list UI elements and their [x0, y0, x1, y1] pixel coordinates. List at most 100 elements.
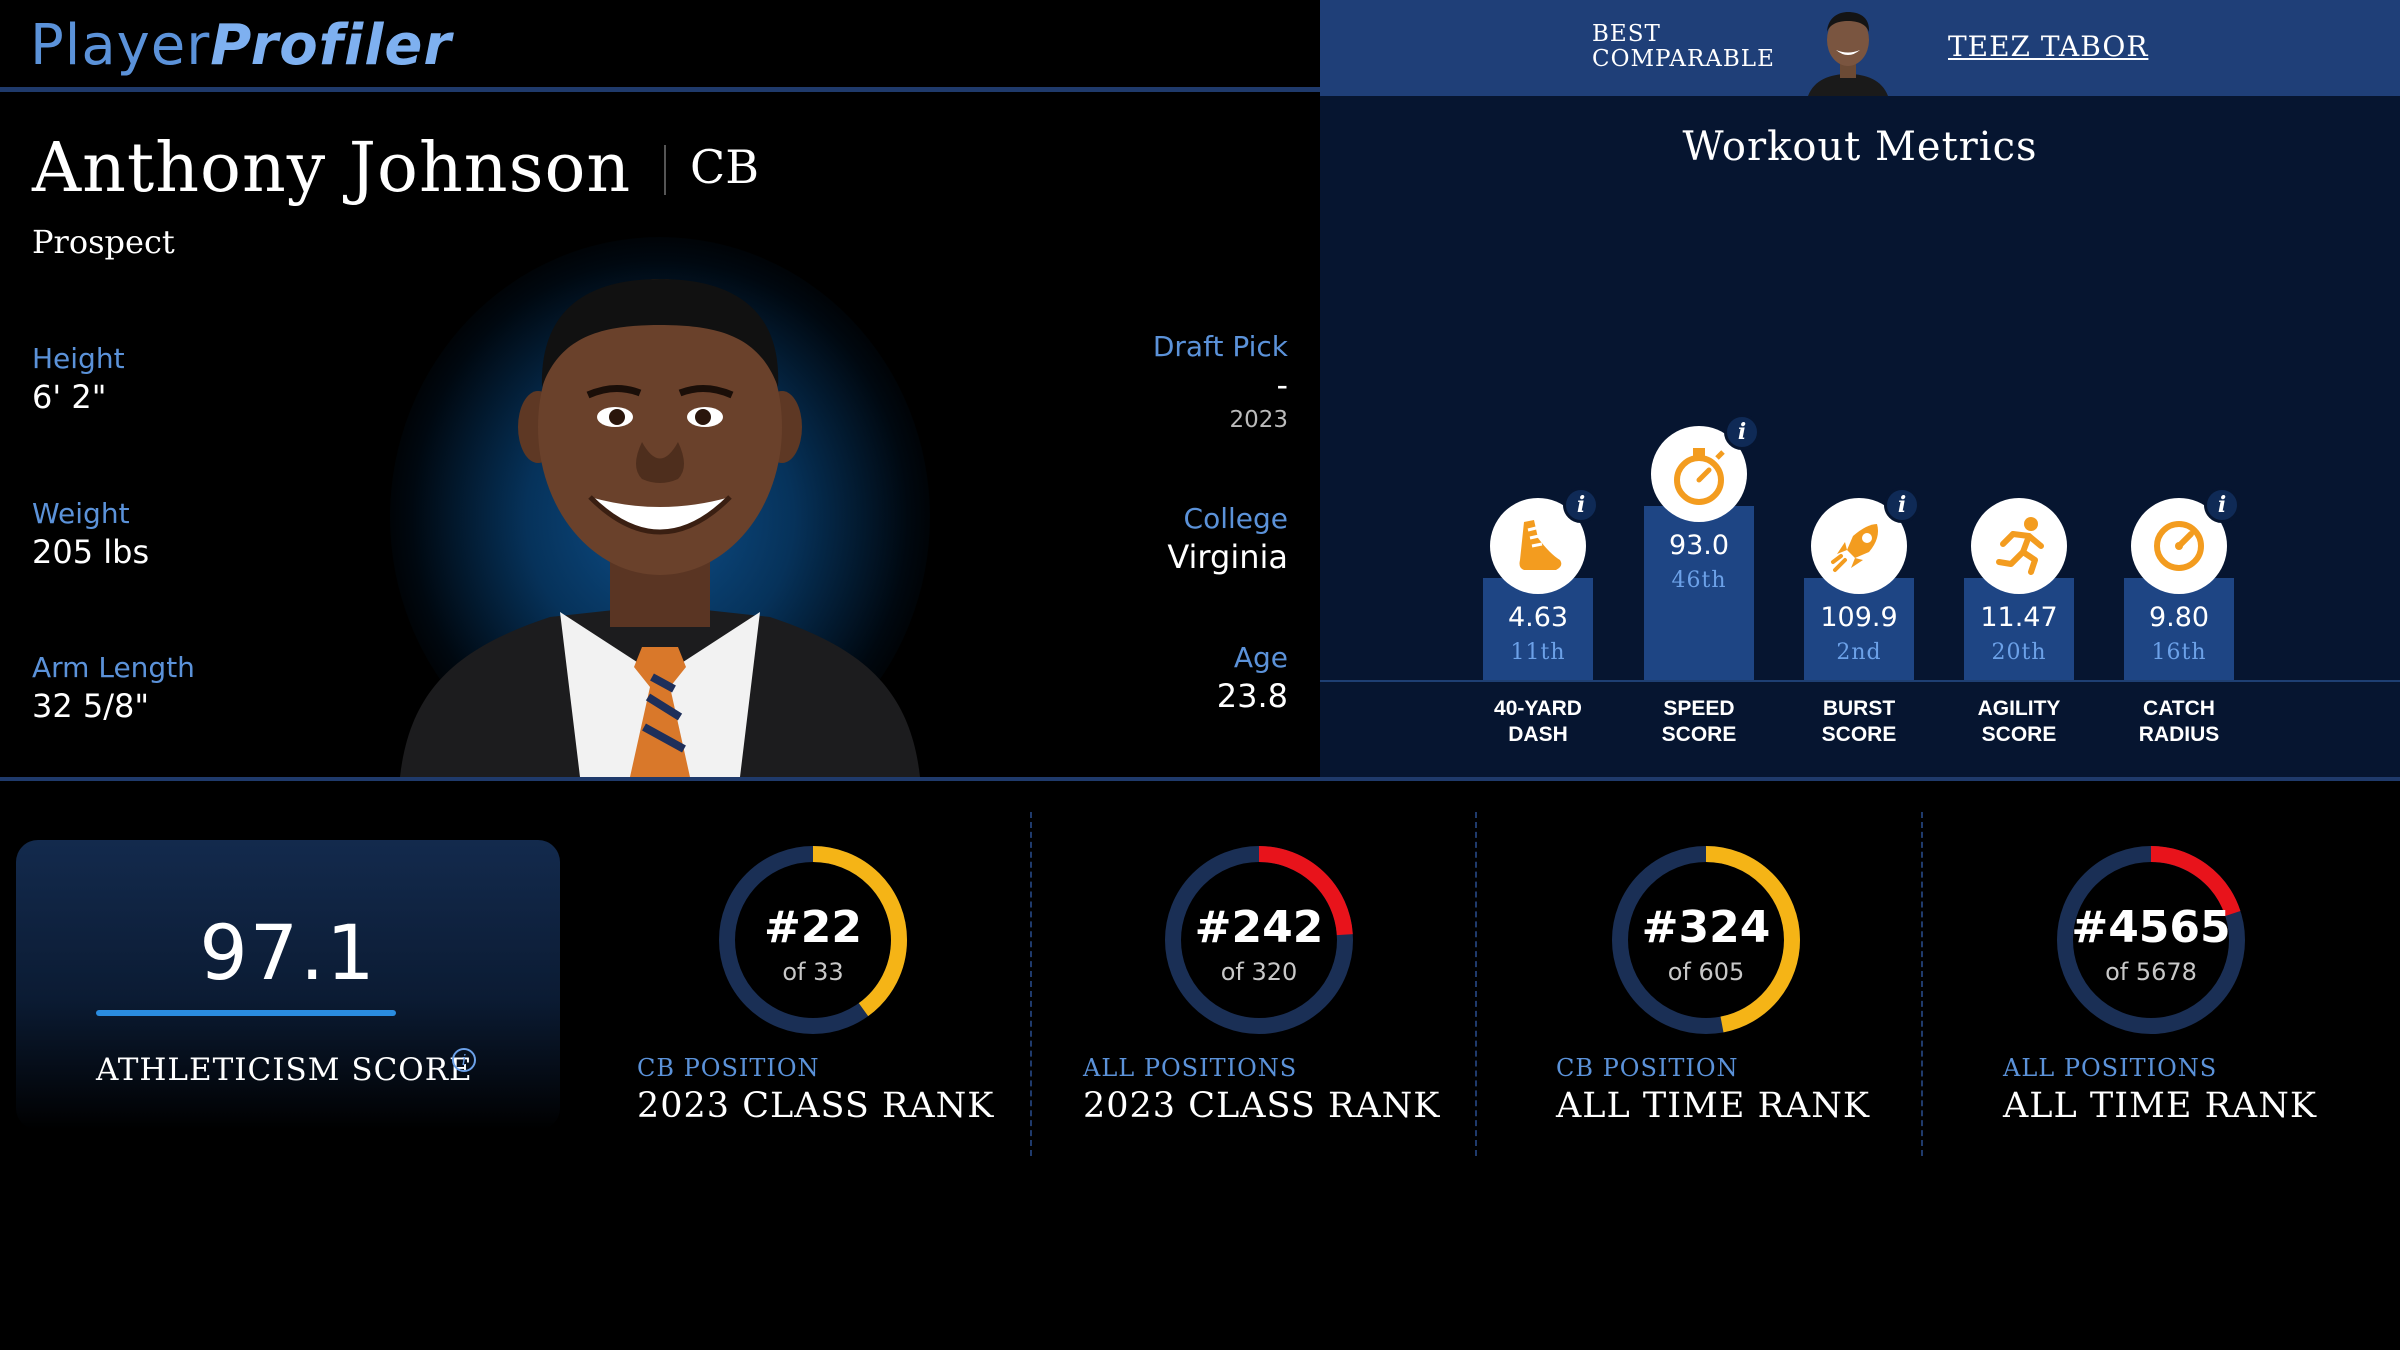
arm-length-label: Arm Length	[32, 651, 195, 684]
weight-label: Weight	[32, 497, 130, 530]
height-stat: Height 6' 2"	[32, 341, 125, 417]
player-profiler-logo[interactable]: PlayerProfiler	[30, 14, 452, 78]
comparable-player-photo	[1800, 0, 1896, 96]
metric-rank: 16th	[2151, 640, 2207, 665]
weight-value: 205 lbs	[32, 533, 150, 571]
best-comparable-label: BEST COMPARABLE	[1592, 22, 1775, 72]
rank-title: 2023 CLASS RANK	[1083, 1086, 1441, 1126]
comparable-player-link[interactable]: TEEZ TABOR	[1948, 30, 2149, 63]
rank-ring	[1165, 846, 1353, 1034]
weight-stat: Weight 205 lbs	[32, 496, 149, 572]
metric-name-line1: SPEED	[1663, 697, 1735, 720]
rank-divider	[1475, 812, 1477, 1156]
draft-pick-value: -	[1276, 366, 1288, 404]
metric-value: 93.0	[1668, 530, 1730, 561]
rank-all-all-time: #4565 of 5678 ALL POSITIONS ALL TIME RAN…	[2003, 840, 2383, 1170]
metric-name-line2: DASH	[1508, 723, 1568, 746]
rank-title: ALL TIME RANK	[2003, 1086, 2317, 1126]
section-divider	[0, 777, 2400, 781]
rank-cb-class: #22 of 33 CB POSITION 2023 CLASS RANK	[637, 840, 1017, 1170]
age-value: 23.8	[1216, 677, 1288, 715]
metric-name-line1: AGILITY	[1977, 697, 2061, 720]
height-label: Height	[32, 342, 125, 375]
metric-name: BURST SCORE	[1784, 696, 1934, 748]
rank-number: #4565	[2071, 902, 2231, 953]
rank-of-total: of 33	[782, 958, 844, 986]
rank-cb-all-time: #324 of 605 CB POSITION ALL TIME RANK	[1556, 840, 1936, 1170]
athleticism-score-label: ATHLETICISM SCORE	[96, 1052, 473, 1088]
rank-ring	[719, 846, 907, 1034]
metric-info-icon[interactable]: i	[1884, 487, 1920, 523]
rocket-icon	[1811, 498, 1907, 594]
college-value: Virginia	[1167, 538, 1288, 576]
height-value: 6' 2"	[32, 378, 107, 416]
player-profile-panel: Anthony Johnson CB Prospect Height 6' 2"…	[0, 97, 1320, 777]
player-position: CB	[690, 140, 759, 194]
rank-ring	[1612, 846, 1800, 1034]
metric-info-icon[interactable]: i	[2204, 487, 2240, 523]
best-comparable-label-line1: BEST	[1592, 21, 1661, 47]
workout-baseline	[1320, 680, 2400, 682]
logo-text-player: Player	[30, 13, 211, 78]
rank-all-class: #242 of 320 ALL POSITIONS 2023 CLASS RAN…	[1083, 840, 1463, 1170]
metric-bar	[1483, 578, 1593, 680]
player-name: Anthony Johnson	[32, 129, 632, 208]
metric-value: 11.47	[1980, 602, 2058, 633]
metric-value: 4.63	[1507, 602, 1569, 633]
rank-of-total: of 5678	[2105, 958, 2197, 986]
best-comparable-bar: BEST COMPARABLE TEEZ TABOR	[1320, 0, 2400, 96]
player-portrait	[330, 217, 990, 777]
rank-divider	[1921, 812, 1923, 1156]
rank-number: #22	[763, 902, 863, 953]
athleticism-info-icon[interactable]: i	[452, 1048, 476, 1072]
age-stat: Age 23.8	[1217, 640, 1288, 716]
athleticism-score-value: 97.1	[199, 908, 377, 997]
rank-divider	[1030, 812, 1032, 1156]
metric-name-line1: CATCH	[2143, 697, 2215, 720]
workout-metrics-title: Workout Metrics	[1682, 124, 2038, 170]
metric-name-line2: SCORE	[1981, 723, 2057, 746]
arm-length-value: 32 5/8"	[32, 687, 150, 725]
college-stat: College Virginia	[1167, 501, 1288, 577]
rank-category: ALL POSITIONS	[1083, 1054, 1298, 1082]
rank-ring	[2057, 846, 2245, 1034]
draft-pick-stat: Draft Pick - 2023	[1153, 329, 1288, 435]
rank-number: #242	[1194, 902, 1324, 953]
metric-rank: 11th	[1510, 640, 1566, 665]
metric-name: AGILITY SCORE	[1944, 696, 2094, 748]
metric-name: CATCH RADIUS	[2104, 696, 2254, 748]
age-label: Age	[1233, 641, 1288, 674]
metric-name-line1: 40-YARD	[1494, 697, 1582, 720]
arm-length-stat: Arm Length 32 5/8"	[32, 650, 195, 726]
name-position-separator	[664, 145, 666, 195]
metric-rank: 20th	[1991, 640, 2047, 665]
metric-rank: 2nd	[1836, 640, 1882, 665]
draft-pick-label: Draft Pick	[1152, 330, 1288, 363]
metric-bar	[2124, 578, 2234, 680]
runner-icon	[1971, 498, 2067, 594]
metric-bar	[1644, 506, 1754, 680]
metric-name: 40-YARD DASH	[1463, 696, 1613, 748]
metric-name-line2: SCORE	[1661, 723, 1737, 746]
metric-name-line2: SCORE	[1821, 723, 1897, 746]
metric-info-icon[interactable]: i	[1563, 487, 1599, 523]
player-status: Prospect	[32, 223, 175, 261]
athleticism-score-bar	[96, 1010, 396, 1016]
metric-value: 9.80	[2148, 602, 2210, 633]
rank-title: 2023 CLASS RANK	[637, 1086, 995, 1126]
rank-category: CB POSITION	[1556, 1054, 1739, 1082]
metric-name: SPEED SCORE	[1624, 696, 1774, 748]
metric-name-line2: RADIUS	[2138, 723, 2220, 746]
rank-of-total: of 605	[1667, 958, 1745, 986]
metric-bar	[1804, 578, 1914, 680]
athleticism-score-card: 97.1 ATHLETICISM SCORE i	[16, 840, 560, 1130]
rank-of-total: of 320	[1220, 958, 1298, 986]
metric-value: 109.9	[1820, 602, 1898, 633]
logo-text-profiler: Profiler	[210, 13, 453, 78]
metric-rank: 46th	[1671, 568, 1727, 593]
rank-category: ALL POSITIONS	[2003, 1054, 2218, 1082]
draft-year: 2023	[1229, 407, 1288, 433]
metric-info-icon[interactable]: i	[1724, 414, 1760, 450]
rank-title: ALL TIME RANK	[1556, 1086, 1870, 1126]
metric-name-line1: BURST	[1822, 697, 1896, 720]
